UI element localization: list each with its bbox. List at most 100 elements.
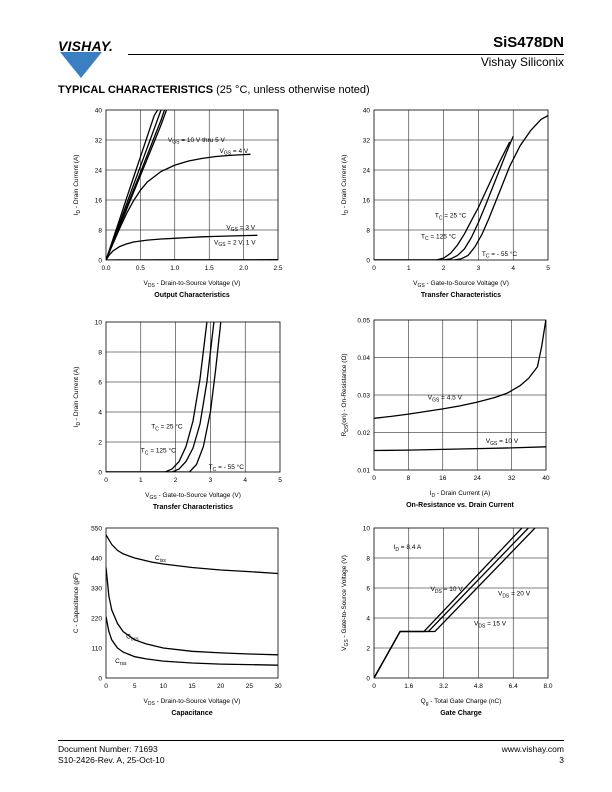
series-line-6	[106, 234, 258, 260]
footer-revision: S10-2426-Rev. A, 25-Oct-10	[58, 755, 165, 765]
x-tick-label: 2	[174, 477, 178, 484]
header-rule	[128, 54, 564, 55]
y-tick-label: 6	[98, 379, 102, 386]
x-tick-label: 15	[188, 683, 196, 690]
series-line-1	[374, 136, 514, 260]
chart-on-resistance: 0 8 16 24 32 40 0.01 0.02 0.03 0.04 0.05 ID - Drain…	[341, 317, 550, 509]
series-annotation: Crss	[115, 658, 127, 667]
series-line-3	[374, 115, 548, 260]
x-tick-label: 0	[372, 265, 376, 272]
x-tick-label: 5	[278, 477, 282, 484]
x-tick-label: 8.0	[543, 683, 552, 690]
y-tick-label: 0	[366, 257, 370, 264]
section-title-bold: TYPICAL CHARACTERISTICS	[58, 84, 214, 96]
series-line-1	[374, 320, 546, 419]
y-tick-label: 8	[366, 227, 370, 234]
y-axis-label: VGS - Gate-to-Source Voltage (V)	[341, 555, 350, 651]
x-axis-label: ID - Drain Current (A)	[430, 490, 491, 499]
chart-gate-charge: 0 1.6 3.2 4.8 6.4 8.0 0 2 4 6 8 10 Qg - Total Gate C…	[341, 525, 553, 717]
y-tick-label: 8	[98, 227, 102, 234]
series-annotation: VDS = 10 V	[431, 586, 464, 595]
chart-title: Output Characteristics	[154, 292, 230, 299]
x-tick-label: 0	[372, 475, 376, 482]
series-annotation: VGS = 4 V	[220, 148, 249, 157]
x-tick-label: 0.0	[101, 265, 110, 272]
y-tick-label: 8	[98, 349, 102, 356]
x-tick-label: 24	[474, 475, 482, 482]
series-annotation: VGS = 10 V thru 5 V	[168, 137, 226, 146]
chart-title: Transfer Characteristics	[153, 504, 233, 511]
y-tick-label: 330	[91, 585, 102, 592]
y-tick-label: 24	[95, 167, 103, 174]
y-tick-label: 40	[363, 107, 371, 114]
chart-output-characteristics: 0.0 0.5 1.0 1.5 2.0 2.5 0 8 16 24 32 40 VDS - Drain-…	[73, 107, 283, 299]
footer-document-number: Document Number: 71693	[58, 744, 158, 754]
y-axis-label: ID - Drain Current (A)	[341, 155, 350, 216]
y-tick-label: 220	[91, 615, 102, 622]
chart-title: On-Resistance vs. Drain Current	[406, 502, 514, 509]
x-tick-label: 1	[139, 477, 143, 484]
x-tick-label: 8	[407, 475, 411, 482]
series-line-3	[106, 322, 222, 472]
x-axis-label: VGS - Gate-to-Source Voltage (V)	[413, 280, 509, 289]
x-axis-label: VDS - Drain-to-Source Voltage (V)	[144, 280, 241, 289]
series-line-1	[106, 110, 159, 260]
x-tick-label: 3	[209, 477, 213, 484]
series-annotation: VGS = 4.5 V	[428, 395, 463, 404]
chart-title: Transfer Characteristics	[421, 292, 501, 299]
y-tick-label: 32	[363, 137, 371, 144]
series-annotation: TC = 125 °C	[421, 232, 456, 242]
x-tick-label: 1	[407, 265, 411, 272]
x-tick-label: 10	[160, 683, 168, 690]
series-annotation: VDS = 20 V	[498, 591, 531, 600]
y-tick-label: 24	[363, 167, 371, 174]
y-tick-label: 32	[95, 137, 103, 144]
series-line-3	[106, 616, 278, 666]
y-tick-label: 0	[98, 257, 102, 264]
x-tick-label: 4	[511, 265, 515, 272]
series-annotation: TC = - 55 °C	[482, 250, 518, 260]
x-tick-label: 2	[442, 265, 446, 272]
y-tick-label: 0.03	[357, 392, 370, 399]
series-annotation: TC = 25 °C	[435, 212, 467, 222]
series-annotation: TC = 125 °C	[141, 447, 176, 457]
y-tick-label: 6	[366, 585, 370, 592]
series-annotation: ID = 8.4 A	[394, 544, 422, 553]
x-tick-label: 1.0	[170, 265, 179, 272]
series-line-5	[106, 153, 251, 260]
footer-page-number: 3	[559, 755, 564, 765]
y-tick-label: 16	[95, 197, 103, 204]
logo-text: VISHAY.	[58, 38, 114, 54]
chart-transfer-characteristics-2: 0 1 2 3 4 5 0 2 4 6 8 10 VGS - Gate-to-Source Voltag…	[73, 319, 282, 511]
x-tick-label: 5	[546, 265, 550, 272]
x-tick-label: 0	[104, 683, 108, 690]
x-tick-label: 4.8	[474, 683, 483, 690]
y-tick-label: 16	[363, 197, 371, 204]
x-tick-label: 32	[508, 475, 516, 482]
y-tick-label: 0.02	[357, 430, 370, 437]
plot-frame	[105, 527, 279, 679]
plot-frame	[373, 109, 549, 261]
vishay-logo	[60, 52, 102, 78]
x-tick-label: 5	[133, 683, 137, 690]
y-axis-label: ID - Drain Current (A)	[73, 155, 82, 216]
y-axis-label: C - Capacitance (pF)	[73, 573, 80, 633]
series-annotation: VGS = 2 V, 1 V	[214, 239, 256, 248]
x-tick-label: 4	[243, 477, 247, 484]
y-tick-label: 4	[366, 615, 370, 622]
x-tick-label: 0	[372, 683, 376, 690]
y-tick-label: 0.04	[357, 355, 370, 362]
x-axis-label: VDS - Drain-to-Source Voltage (V)	[144, 698, 241, 707]
footer-url[interactable]: www.vishay.com	[501, 744, 564, 754]
series-annotation: TC = 25 °C	[151, 423, 183, 433]
y-tick-label: 0.01	[357, 467, 370, 474]
chart-title: Capacitance	[171, 710, 212, 717]
series-annotation: VDS = 15 V	[474, 621, 507, 630]
y-tick-label: 10	[363, 525, 371, 532]
series-line-2	[106, 567, 278, 656]
x-tick-label: 25	[246, 683, 254, 690]
part-number: SiS478DN	[493, 34, 564, 51]
series-line-1	[106, 534, 278, 575]
y-tick-label: 0	[98, 469, 102, 476]
x-tick-label: 20	[217, 683, 225, 690]
